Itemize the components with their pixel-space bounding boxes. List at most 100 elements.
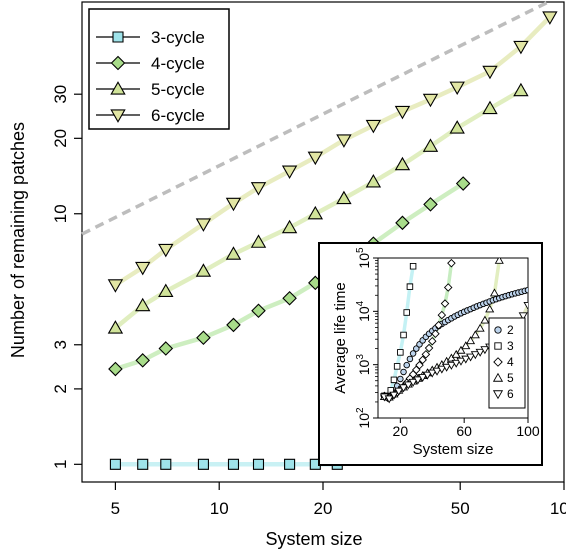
inset-data-point [443,283,453,292]
legend-marker [112,31,124,43]
inset-data-point [397,349,404,356]
legend-marker [110,55,126,71]
inset-legend: 2 3 4 5 6 [488,317,526,409]
inset-data-point [434,320,443,330]
data-point [107,320,124,334]
y-tick-label: 1 [51,460,70,469]
data-point [135,261,151,276]
data-point [423,197,438,212]
inset-x-tick-label: 20 [393,423,409,439]
data-point [225,246,242,260]
inset-data-point [470,330,480,339]
inset-data-point [427,369,437,378]
data-point [196,330,211,346]
data-point [195,263,212,277]
data-point [449,81,465,96]
inset-data-point [524,286,528,294]
inset-data-point [400,368,407,376]
y-axis-title: Number of remaining patches [8,122,28,358]
inset-data-point [465,353,476,362]
inset-data-point [431,329,440,339]
inset-data-point [446,361,456,370]
x-tick-label: 10 [210,499,229,518]
series-line [113,14,553,288]
inset-data-point [475,348,485,357]
inset-data-point [518,312,528,321]
inset-data-point [451,359,461,368]
inset-data-point [409,350,417,357]
data-point [281,165,298,179]
inset-data-point [485,304,495,313]
inset-data-point [456,357,466,366]
y-tick-label: 10 [51,204,70,223]
y-tick-label: 2 [51,384,70,393]
inset-data-point [461,341,471,350]
legend-marker [110,81,126,95]
inset-x-tick-label: 60 [456,423,472,439]
data-point [513,40,529,55]
inset-legend-label: 5 [507,371,514,385]
inset-legend-label: 3 [507,339,514,353]
inset-data-point [456,345,466,354]
data-point [109,458,121,470]
inset-x-axis-ticks: 20 60 100 [393,418,540,439]
legend-label: 4-cycle [151,54,205,73]
data-point [542,11,558,25]
legend-label: 6-cycle [151,106,205,125]
data-point [394,105,411,120]
inset-x-tick-label: 100 [516,423,540,439]
data-point [135,297,151,312]
inset-data-point [489,288,500,297]
inset-data-point [418,373,428,382]
inset-data-point [437,310,447,320]
data-point [422,93,439,108]
inset-legend-label: 2 [507,323,514,337]
inset-data-point [390,376,398,384]
inset-data-point [475,323,485,332]
y-axis-ticks: 1 2 3 10 20 30 [51,85,82,469]
inset-data-point [393,363,401,370]
legend: 3-cycle 4-cycle 5-cycle 6-cycle [88,8,230,130]
reference-line [81,0,550,236]
inset-data-point [403,361,410,369]
data-point [513,82,529,97]
legend-label: 5-cycle [151,80,205,99]
inset-data-point [437,365,447,374]
inset-data-point [398,384,409,393]
inset-data-point [400,331,407,339]
data-point [422,138,439,152]
data-point [137,458,149,470]
legend-label: 3-cycle [151,28,205,47]
inset-data-point [413,345,420,352]
data-point [197,458,209,470]
y-tick-label: 20 [51,129,70,148]
inset-data-point [523,301,528,310]
y-tick-label: 30 [51,85,70,104]
data-point [309,458,321,470]
data-point [158,243,174,258]
legend-box [88,8,230,130]
inset-data-point [403,309,410,316]
data-point [282,290,297,306]
inset-legend-marker [494,326,502,334]
inset-data-point [406,283,414,290]
legend-marker [110,109,126,123]
inset-data-point [421,350,431,359]
inset-data-point [384,395,394,404]
data-point [250,234,267,248]
inset-data-point [432,367,442,376]
inset-y-axis-title: Average life time [332,282,349,393]
inset-data-point [494,258,504,264]
inset-data-point [403,381,413,390]
data-point [227,458,240,470]
data-point [395,215,410,231]
series-markers [107,11,558,470]
inset-data-point [427,336,437,346]
inset-data-point [440,299,450,308]
inset-data-point [415,360,424,370]
data-point [158,341,174,356]
data-point [307,205,324,220]
data-point [107,279,124,293]
inset-data-point [461,355,471,364]
